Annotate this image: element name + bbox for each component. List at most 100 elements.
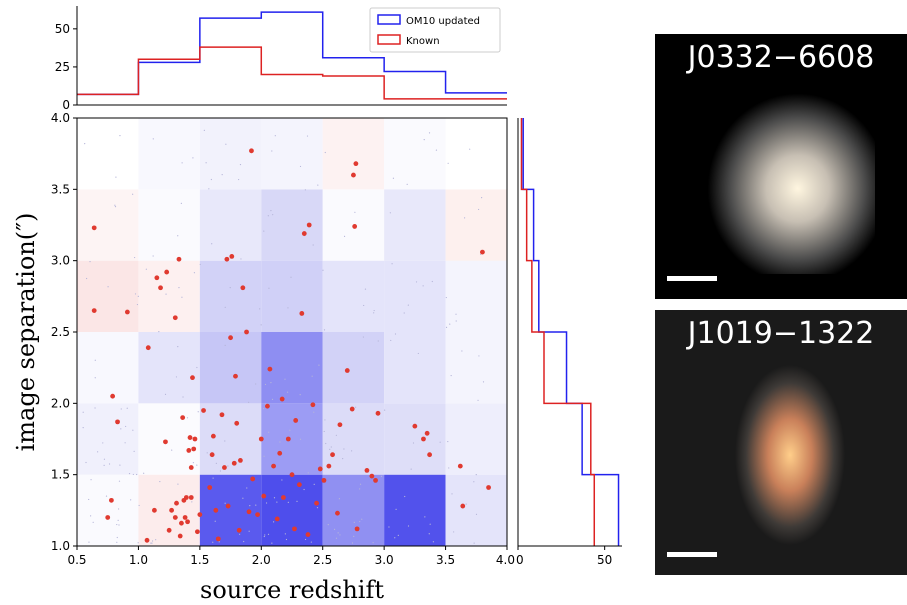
- simulated-dot: [464, 217, 466, 219]
- known-lens-point: [110, 393, 116, 399]
- simulated-dot: [243, 540, 245, 543]
- simulated-dot: [105, 495, 108, 497]
- simulated-dot: [221, 173, 223, 176]
- simulated-dot: [307, 472, 309, 474]
- simulated-dot: [214, 520, 216, 522]
- simulated-dot: [88, 541, 90, 543]
- simulated-dot: [116, 523, 118, 526]
- heatmap-cell: [384, 118, 446, 190]
- simulated-dot: [116, 541, 118, 543]
- simulated-dot: [447, 162, 449, 164]
- simulated-dot: [469, 148, 471, 150]
- simulated-dot: [417, 352, 419, 355]
- simulated-dot: [475, 474, 477, 476]
- simulated-dot: [89, 260, 91, 263]
- simulated-dot: [263, 535, 265, 538]
- known-lens-point: [296, 482, 302, 488]
- simulated-dot: [114, 204, 116, 206]
- right-histogram-ticks: 0 50: [516, 546, 612, 567]
- simulated-dot: [397, 534, 399, 536]
- simulated-dot: [227, 465, 229, 467]
- simulated-dot: [82, 427, 84, 429]
- known-lens-point: [185, 519, 190, 525]
- known-lens-point: [317, 466, 323, 472]
- known-lens-point: [191, 446, 197, 452]
- simulated-dot: [306, 135, 309, 137]
- known-lens-point: [326, 463, 332, 469]
- known-lens-point: [164, 269, 170, 275]
- heatmap-cell: [138, 332, 200, 404]
- known-lens-point: [158, 285, 163, 291]
- simulated-dot: [391, 263, 393, 265]
- simulated-dot: [203, 129, 205, 131]
- known-lens-point: [412, 423, 418, 429]
- simulated-dot: [329, 448, 331, 450]
- known-lens-point: [353, 161, 359, 167]
- simulated-dot: [354, 211, 356, 213]
- om10-histogram-top: [77, 11, 507, 96]
- simulated-dot: [175, 376, 178, 378]
- simulated-dot: [271, 398, 274, 400]
- simulated-dot: [248, 530, 250, 532]
- simulated-dot: [208, 188, 210, 190]
- known-lens-point: [427, 452, 432, 458]
- known-lens-point: [486, 485, 491, 490]
- simulated-dot: [284, 378, 286, 380]
- simulated-dot: [263, 455, 265, 457]
- simulated-dot: [137, 542, 139, 544]
- known-lens-point: [236, 527, 242, 533]
- simulated-dot: [415, 281, 418, 283]
- known-lens-point: [279, 396, 285, 402]
- simulated-dot: [159, 480, 161, 483]
- simulated-dot: [165, 293, 167, 295]
- simulated-dot: [318, 364, 320, 366]
- simulated-dot: [284, 533, 286, 535]
- simulated-dot: [324, 419, 326, 421]
- known-lens-point: [188, 465, 194, 470]
- simulated-dot: [473, 481, 475, 483]
- known-lens-point: [183, 495, 189, 500]
- simulated-dot: [94, 407, 96, 409]
- simulated-dot: [86, 277, 88, 280]
- simulated-dot: [136, 473, 138, 476]
- simulated-dot: [453, 531, 455, 533]
- x-tick-label: 2.5: [313, 553, 332, 567]
- simulated-dot: [445, 326, 448, 328]
- y-tick-label: 2.5: [51, 325, 70, 339]
- known-lens-point: [188, 495, 194, 500]
- simulated-dot: [264, 534, 266, 536]
- main-axis-ticks: 0.5 1.0 1.5 2.0 2.5 3.0 3.5 4.01.01.52.02.53.03…: [51, 111, 515, 567]
- simulated-dot: [435, 149, 438, 151]
- simulated-dot: [125, 425, 127, 428]
- simulated-dot: [410, 468, 412, 470]
- simulated-dot: [114, 206, 117, 208]
- simulated-dot: [92, 521, 94, 523]
- cutout-title-j1019: J1019−1322: [687, 316, 875, 351]
- known-lens-point: [187, 435, 193, 440]
- simulated-dot: [313, 411, 315, 413]
- known-lens-point: [233, 373, 238, 379]
- simulated-dot: [327, 524, 329, 526]
- simulated-dot: [271, 542, 273, 544]
- om10-histogram-right: [522, 118, 620, 546]
- known-lens-point: [124, 309, 130, 315]
- simulated-dot: [265, 502, 268, 504]
- galaxy-blob-j0332: [695, 84, 875, 274]
- simulated-dot: [383, 409, 386, 411]
- known-lens-point: [109, 497, 114, 503]
- simulated-dot: [353, 535, 355, 537]
- right-x-tick-label: 0: [516, 553, 524, 567]
- simulated-dot: [132, 429, 134, 431]
- simulated-dot: [215, 462, 217, 464]
- known-lens-point: [176, 256, 182, 262]
- known-lens-point: [314, 500, 319, 506]
- simulated-dot: [482, 381, 485, 383]
- known-lens-point: [91, 308, 97, 313]
- heatmap-cell: [261, 474, 323, 546]
- known-lens-point: [424, 430, 430, 436]
- known-lens-point: [292, 526, 297, 532]
- known-lens-point: [182, 515, 188, 520]
- heatmap-cell: [199, 189, 262, 261]
- heatmap-cell: [199, 260, 262, 332]
- simulated-dot: [451, 493, 453, 495]
